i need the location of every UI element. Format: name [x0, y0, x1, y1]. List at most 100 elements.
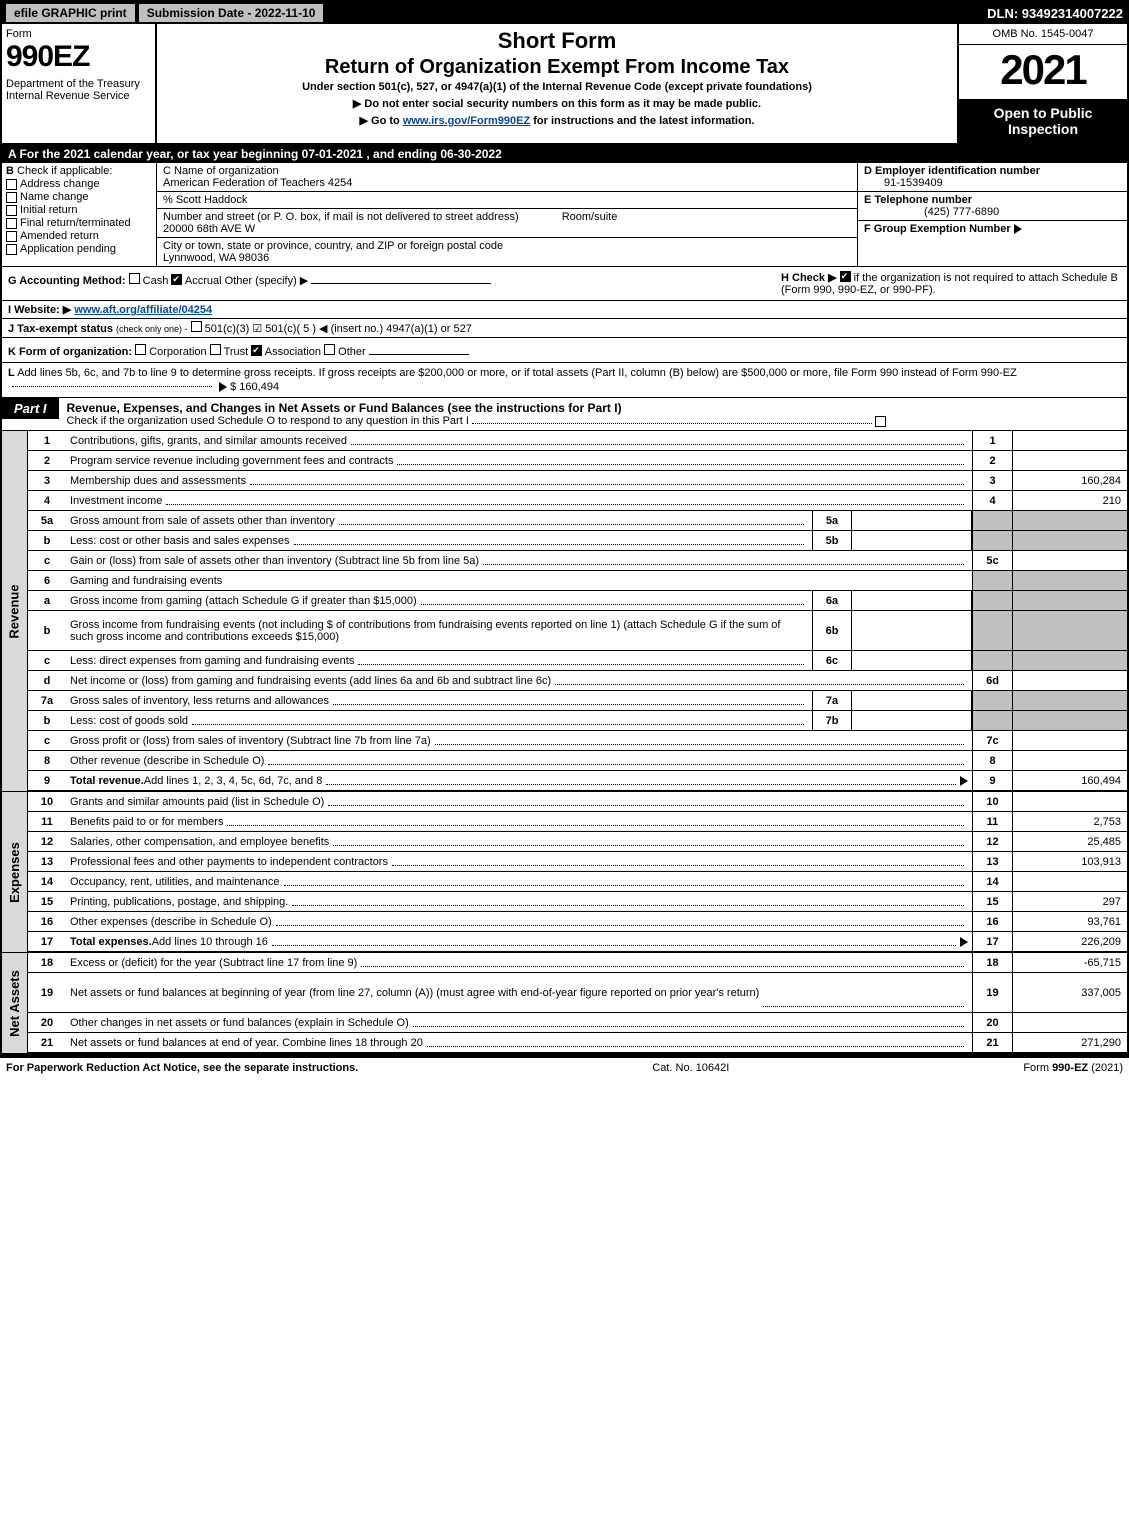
- k-checkbox-3[interactable]: [324, 344, 335, 355]
- b-checkbox-4[interactable]: [6, 231, 17, 242]
- b-item-4: Amended return: [6, 230, 152, 242]
- row-g-h: G Accounting Method: Cash Accrual Other …: [2, 267, 1127, 301]
- mid-val: [852, 651, 972, 670]
- short-form-title: Short Form: [163, 28, 951, 54]
- line-desc: Other changes in net assets or fund bala…: [66, 1013, 972, 1032]
- right-num: 21: [972, 1033, 1012, 1052]
- right-num: 11: [972, 812, 1012, 831]
- revenue-line-5a: 5aGross amount from sale of assets other…: [28, 511, 1127, 531]
- right-num-grey: [972, 591, 1012, 610]
- right-val-grey: [1012, 611, 1127, 650]
- revenue-line-b: bLess: cost or other basis and sales exp…: [28, 531, 1127, 551]
- line-num: 7a: [28, 691, 66, 710]
- accrual-checkbox[interactable]: [171, 274, 182, 285]
- expenses-body: 10Grants and similar amounts paid (list …: [28, 792, 1127, 952]
- c-city-label: City or town, state or province, country…: [163, 240, 503, 252]
- topbar: efile GRAPHIC print Submission Date - 20…: [2, 2, 1127, 24]
- expenses-section: Expenses10Grants and similar amounts pai…: [2, 792, 1127, 953]
- right-val: [1012, 872, 1127, 891]
- right-num: 17: [972, 932, 1012, 951]
- k-checkbox-1[interactable]: [210, 344, 221, 355]
- h-check: H Check ▶ if the organization is not req…: [781, 271, 1121, 296]
- line-num: 3: [28, 471, 66, 490]
- right-num-grey: [972, 571, 1012, 590]
- expenses-line-16: 16Other expenses (describe in Schedule O…: [28, 912, 1127, 932]
- part1-title: Revenue, Expenses, and Changes in Net As…: [59, 398, 1127, 430]
- c-room-label: Room/suite: [562, 211, 618, 223]
- website-link[interactable]: www.aft.org/affiliate/04254: [74, 304, 212, 316]
- line-num: 19: [28, 973, 66, 1012]
- c-street-val: 20000 68th AVE W: [163, 223, 255, 235]
- mid-num: 7b: [812, 711, 852, 730]
- submission-date-button[interactable]: Submission Date - 2022-11-10: [139, 4, 324, 22]
- line-desc: Net income or (loss) from gaming and fun…: [66, 671, 972, 690]
- right-num: 10: [972, 792, 1012, 811]
- line-num: 4: [28, 491, 66, 510]
- part1-checkbox[interactable]: [875, 416, 886, 427]
- line-num: c: [28, 731, 66, 750]
- b-checkbox-5[interactable]: [6, 244, 17, 255]
- right-val: 271,290: [1012, 1033, 1127, 1052]
- b-item-label-1: Name change: [20, 191, 89, 203]
- cash-checkbox[interactable]: [129, 273, 140, 284]
- other-specify-line[interactable]: [311, 271, 491, 284]
- l-label: L: [8, 367, 15, 379]
- row-l-gross: L Add lines 5b, 6c, and 7b to line 9 to …: [2, 363, 1127, 398]
- header-right: OMB No. 1545-0047 2021 Open to Public In…: [957, 24, 1127, 143]
- line-num: 12: [28, 832, 66, 851]
- line-desc: Grants and similar amounts paid (list in…: [66, 792, 972, 811]
- line-num: a: [28, 591, 66, 610]
- revenue-line-3: 3Membership dues and assessments3160,284: [28, 471, 1127, 491]
- right-num-grey: [972, 531, 1012, 550]
- b-checkbox-1[interactable]: [6, 192, 17, 203]
- line-desc: Gain or (loss) from sale of assets other…: [66, 551, 972, 570]
- col-def: D Employer identification number 91-1539…: [857, 163, 1127, 266]
- arrow-icon: [960, 937, 968, 947]
- right-val: 93,761: [1012, 912, 1127, 931]
- j-501c3-checkbox[interactable]: [191, 321, 202, 332]
- right-val: 103,913: [1012, 852, 1127, 871]
- k-label: K Form of organization:: [8, 346, 132, 358]
- b-label: B: [6, 165, 14, 177]
- revenue-line-6: 6Gaming and fundraising events: [28, 571, 1127, 591]
- line-desc: Other expenses (describe in Schedule O): [66, 912, 972, 931]
- k-checkbox-0[interactable]: [135, 344, 146, 355]
- k-checkbox-2[interactable]: [251, 345, 262, 356]
- efile-print-button[interactable]: efile GRAPHIC print: [6, 4, 135, 22]
- i-label: I Website: ▶: [8, 304, 71, 316]
- b-item-label-4: Amended return: [20, 230, 99, 242]
- h-checkbox[interactable]: [840, 271, 851, 282]
- revenue-line-c: cGross profit or (loss) from sales of in…: [28, 731, 1127, 751]
- right-num: 5c: [972, 551, 1012, 570]
- mid-val: [852, 531, 972, 550]
- form-number: 990EZ: [6, 40, 151, 74]
- line-num: 6: [28, 571, 66, 590]
- line-num: 14: [28, 872, 66, 891]
- cash-label: Cash: [143, 275, 169, 287]
- k-other-line[interactable]: [369, 342, 469, 355]
- b-checkbox-3[interactable]: [6, 218, 17, 229]
- open-inspection: Open to Public Inspection: [959, 99, 1127, 143]
- expenses-line-10: 10Grants and similar amounts paid (list …: [28, 792, 1127, 812]
- b-item-2: Initial return: [6, 204, 152, 216]
- irs-link[interactable]: www.irs.gov/Form990EZ: [403, 115, 530, 127]
- c-name-row: C Name of organization American Federati…: [157, 163, 857, 192]
- j-small: (check only one) -: [116, 324, 188, 334]
- right-val: [1012, 751, 1127, 770]
- right-val-grey: [1012, 531, 1127, 550]
- netassets-line-19: 19Net assets or fund balances at beginni…: [28, 973, 1127, 1013]
- footer-left: For Paperwork Reduction Act Notice, see …: [6, 1062, 358, 1074]
- e-label: E Telephone number: [864, 194, 972, 206]
- d-label: D Employer identification number: [864, 165, 1040, 177]
- dln-label: DLN: 93492314007222: [987, 6, 1123, 21]
- right-val: [1012, 731, 1127, 750]
- right-num-grey: [972, 711, 1012, 730]
- line-desc: Benefits paid to or for members: [66, 812, 972, 831]
- b-checkbox-0[interactable]: [6, 179, 17, 190]
- b-item-label-3: Final return/terminated: [20, 217, 131, 229]
- b-item-label-5: Application pending: [20, 243, 116, 255]
- right-num-grey: [972, 651, 1012, 670]
- line-num: 17: [28, 932, 66, 951]
- b-checkbox-2[interactable]: [6, 205, 17, 216]
- b-item-3: Final return/terminated: [6, 217, 152, 229]
